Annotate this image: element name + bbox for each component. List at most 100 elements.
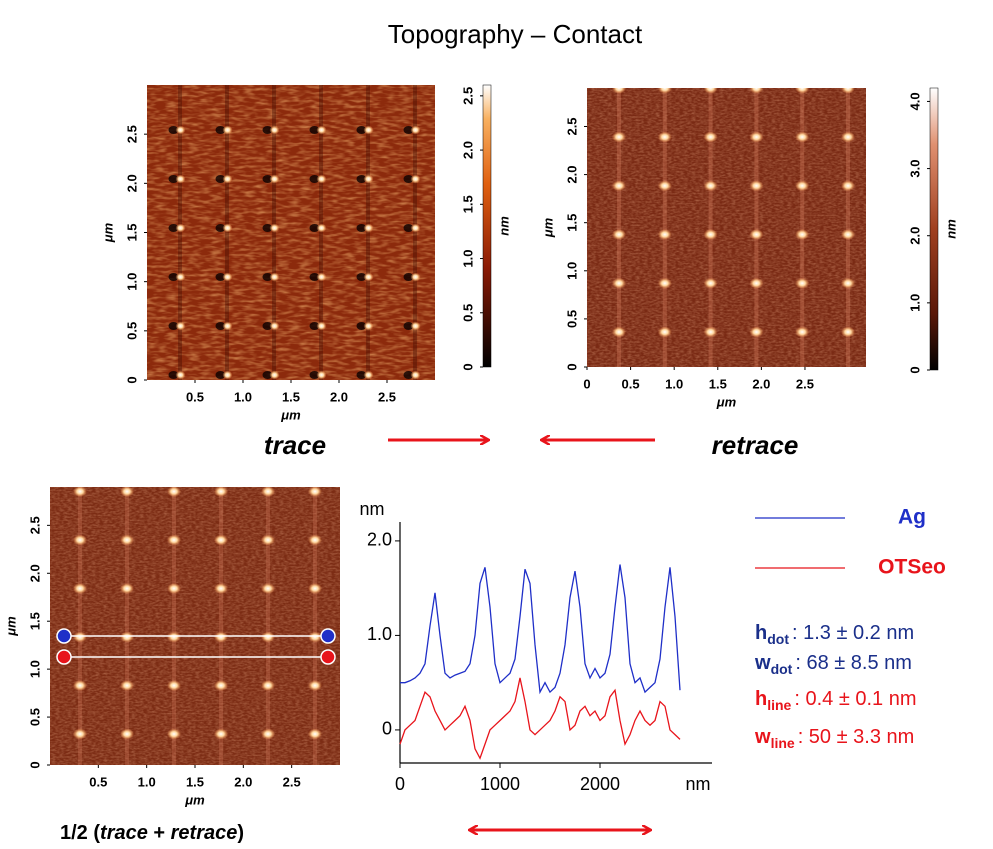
x-tick-label: 2.0 xyxy=(752,376,770,391)
y-axis-label: μm xyxy=(100,222,115,243)
y-tick-label: 1.5 xyxy=(124,223,139,241)
x-tick-label: 0.5 xyxy=(186,389,204,404)
x-tick-label: 1.5 xyxy=(282,389,300,404)
stat-symbol: h xyxy=(755,688,767,710)
caption-part: + xyxy=(148,822,171,844)
y-tick-label: 0 xyxy=(564,363,579,370)
stat: hline: 0.4 ± 0.1 nm xyxy=(755,688,917,712)
stat-symbol: w xyxy=(754,652,771,674)
x-tick-label: 0.5 xyxy=(89,774,107,789)
trace-label: trace xyxy=(264,430,326,460)
y-tick-label: 2.5 xyxy=(124,125,139,143)
stat: hdot: 1.3 ± 0.2 nm xyxy=(755,622,914,646)
colorbar-tick-label: 1.0 xyxy=(907,294,922,312)
y-tick-label: 2.0 xyxy=(367,530,392,550)
colorbar-label: nm xyxy=(943,219,958,239)
colorbar-tick-label: 0 xyxy=(460,363,475,370)
colorbar-tick-label: 0.5 xyxy=(460,304,475,322)
x-tick-label: 1.5 xyxy=(709,376,727,391)
marker xyxy=(320,649,336,665)
colorbar xyxy=(929,87,939,371)
colorbar-tick-label: 3.0 xyxy=(907,160,922,178)
y-tick-label: 1.0 xyxy=(124,273,139,291)
caption-part: 1/2 ( xyxy=(60,822,100,844)
y-tick-label: 0 xyxy=(382,719,392,739)
stat-symbol: w xyxy=(754,726,771,748)
afm-features xyxy=(50,487,340,765)
y-tick-label: 2.0 xyxy=(27,564,42,582)
y-tick-label: 1.5 xyxy=(27,612,42,630)
colorbar-tick-label: 1.0 xyxy=(460,249,475,267)
caption: 1/2 (trace + retrace) xyxy=(60,822,244,844)
stat-text: : 68 ± 8.5 nm xyxy=(795,652,912,674)
colorbar-label: nm xyxy=(496,216,511,236)
x-tick-label: 1.0 xyxy=(665,376,683,391)
stat-subscript: dot xyxy=(771,661,793,677)
caption-part: trace xyxy=(100,822,148,844)
x-tick-label: 2.0 xyxy=(234,774,252,789)
x-tick-label: 2.0 xyxy=(330,389,348,404)
y-tick-label: 1.0 xyxy=(27,660,42,678)
colorbar-tick-label: 4.0 xyxy=(907,92,922,110)
x-tick-label: 0 xyxy=(395,774,405,794)
y-tick-label: 0 xyxy=(124,376,139,383)
colorbar-tick-label: 1.5 xyxy=(460,195,475,213)
x-axis-label: μm xyxy=(184,792,205,807)
x-tick-label: 2000 xyxy=(580,774,620,794)
y-axis-label: μm xyxy=(540,217,555,238)
caption-part: ) xyxy=(237,822,244,844)
series-line xyxy=(400,564,681,695)
afm-features xyxy=(587,88,866,367)
y-tick-label: 1.0 xyxy=(367,624,392,644)
stat-text: : 0.4 ± 0.1 nm xyxy=(794,688,916,710)
stat-symbol: h xyxy=(755,622,767,644)
y-tick-label: 0.5 xyxy=(124,322,139,340)
x-tick-label: 1000 xyxy=(480,774,520,794)
colorbar-tick-label: 2.0 xyxy=(907,227,922,245)
stat-subscript: dot xyxy=(767,631,789,647)
stat: wline: 50 ± 3.3 nm xyxy=(754,726,914,750)
legend-label: OTSeo xyxy=(878,556,946,579)
y-tick-label: 2.0 xyxy=(124,174,139,192)
colorbar-tick-label: 0 xyxy=(907,366,922,373)
y-axis-label: μm xyxy=(3,616,18,637)
series-line xyxy=(399,677,681,760)
y-axis-label: nm xyxy=(359,499,384,519)
x-tick-label: 2.5 xyxy=(796,376,814,391)
y-tick-label: 1.5 xyxy=(564,214,579,232)
y-tick-label: 0.5 xyxy=(27,708,42,726)
colorbar xyxy=(482,84,492,368)
stat-subscript: line xyxy=(771,735,795,751)
y-tick-label: 0 xyxy=(27,761,42,768)
x-axis-label: μm xyxy=(280,407,301,422)
x-tick-label: 2.5 xyxy=(378,389,396,404)
x-tick-label: 2.5 xyxy=(283,774,301,789)
retrace-label: retrace xyxy=(712,430,799,460)
x-tick-label: 0 xyxy=(583,376,590,391)
stat-text: : 50 ± 3.3 nm xyxy=(798,726,915,748)
stat-text: : 1.3 ± 0.2 nm xyxy=(792,622,914,644)
x-axis-label: μm xyxy=(716,394,737,409)
caption-part: retrace xyxy=(171,822,238,844)
figure-title: Topography – Contact xyxy=(388,19,643,49)
marker xyxy=(56,628,72,644)
y-tick-label: 1.0 xyxy=(564,262,579,280)
x-tick-label: 1.5 xyxy=(186,774,204,789)
marker xyxy=(320,628,336,644)
x-tick-label: 1.0 xyxy=(138,774,156,789)
afm-features xyxy=(147,85,435,380)
x-tick-label: 1.0 xyxy=(234,389,252,404)
stat: wdot: 68 ± 8.5 nm xyxy=(754,652,912,676)
colorbar-tick-label: 2.0 xyxy=(460,141,475,159)
y-tick-label: 2.5 xyxy=(564,117,579,135)
colorbar-tick-label: 2.5 xyxy=(460,87,475,105)
y-tick-label: 2.0 xyxy=(564,166,579,184)
y-tick-label: 0.5 xyxy=(564,310,579,328)
marker xyxy=(56,649,72,665)
y-tick-label: 2.5 xyxy=(27,516,42,534)
images xyxy=(50,85,866,765)
x-tick-label: 0.5 xyxy=(622,376,640,391)
stat-subscript: line xyxy=(767,697,791,713)
